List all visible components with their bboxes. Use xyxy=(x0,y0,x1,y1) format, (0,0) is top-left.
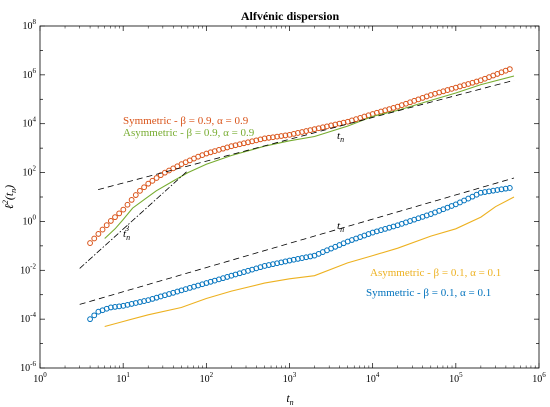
x-tick-label: 102 xyxy=(200,371,214,385)
data-point xyxy=(261,263,268,269)
data-point xyxy=(95,231,102,237)
data-point xyxy=(270,261,276,268)
data-point xyxy=(116,303,123,310)
y-ticks: 10-6 10-4 10-2 100 102 104 106 108 xyxy=(20,18,539,374)
data-point xyxy=(498,186,505,193)
reference-line-5 xyxy=(79,177,515,305)
data-point xyxy=(149,177,156,184)
data-point xyxy=(87,240,93,246)
data-point xyxy=(261,135,268,142)
data-point xyxy=(103,222,110,229)
data-point xyxy=(99,226,106,233)
data-point xyxy=(132,192,139,198)
series-layer xyxy=(79,66,515,328)
y-tick-label: 106 xyxy=(23,67,37,81)
x-tick-label: 106 xyxy=(532,371,546,385)
data-point xyxy=(307,253,314,260)
label-slope-tn-lower: tn xyxy=(337,220,344,234)
data-point xyxy=(265,262,272,268)
x-axis-label: tn xyxy=(286,391,293,407)
label-slope-tn3: tn3 xyxy=(123,224,130,242)
data-point xyxy=(91,235,98,242)
label-symmetric-high: Symmetric - β = 0.9, α = 0.9 xyxy=(123,115,249,127)
data-point xyxy=(137,187,143,194)
data-point xyxy=(303,254,310,261)
y-tick-label: 10-4 xyxy=(20,311,36,325)
x-tick-label: 100 xyxy=(33,371,47,385)
x-tick-label: 104 xyxy=(366,371,380,385)
y-tick-label: 10-2 xyxy=(20,262,36,276)
data-point xyxy=(282,132,289,139)
data-point xyxy=(153,175,160,181)
data-point xyxy=(274,260,280,267)
data-point xyxy=(506,185,513,191)
label-symmetric-low: Symmetric - β = 0.1, α = 0.1 xyxy=(366,287,491,299)
y-tick-label: 100 xyxy=(23,213,37,227)
x-ticks: 100 101 102 103 104 105 106 xyxy=(33,26,546,385)
annotations: Symmetric - β = 0.9, α = 0.9 Asymmetric … xyxy=(123,115,501,299)
data-point xyxy=(290,256,297,263)
data-point xyxy=(490,187,497,194)
chart-title: Alfvénic dispersion xyxy=(241,9,340,23)
reference-line-4 xyxy=(97,79,515,190)
data-point xyxy=(506,66,513,73)
series-markers-0 xyxy=(87,66,513,246)
y-tick-label: 10-6 xyxy=(20,360,36,374)
data-point xyxy=(294,255,301,262)
y-tick-label: 108 xyxy=(23,18,37,32)
series-line-1 xyxy=(104,75,515,239)
data-point xyxy=(278,133,285,139)
data-point xyxy=(274,133,280,140)
label-slope-tn-upper: tn xyxy=(337,130,344,144)
y-axis-label: ℓ2(tn) xyxy=(1,185,18,209)
data-point xyxy=(141,184,147,191)
data-point xyxy=(278,259,285,266)
series-markers-3 xyxy=(87,185,513,323)
data-point xyxy=(116,210,123,217)
data-point xyxy=(286,257,293,264)
data-point xyxy=(87,316,93,323)
label-asymmetric-low: Asymmetric - β = 0.1, α = 0.1 xyxy=(370,267,501,279)
y-tick-label: 102 xyxy=(23,165,37,179)
data-point xyxy=(112,303,118,310)
data-point xyxy=(282,258,289,265)
data-point xyxy=(270,134,276,141)
data-point xyxy=(481,189,488,195)
series-line-2 xyxy=(104,196,515,328)
data-point xyxy=(477,189,484,196)
data-point xyxy=(486,188,492,195)
label-asymmetric-high: Asymmetric - β = 0.9, α = 0.9 xyxy=(123,127,255,139)
data-point xyxy=(124,201,131,208)
x-tick-label: 103 xyxy=(283,371,297,385)
data-point xyxy=(91,312,98,319)
data-point xyxy=(120,206,127,213)
data-point xyxy=(265,134,272,141)
data-point xyxy=(128,197,135,203)
x-tick-label: 101 xyxy=(116,371,130,385)
data-point xyxy=(494,187,501,193)
data-point xyxy=(145,180,152,187)
data-point xyxy=(299,255,305,261)
plot-area xyxy=(39,25,540,369)
data-point xyxy=(112,214,118,221)
data-point xyxy=(107,218,114,224)
data-point xyxy=(107,304,114,311)
y-tick-label: 104 xyxy=(23,116,37,130)
reference-line-6 xyxy=(79,170,189,269)
data-point xyxy=(502,185,509,192)
x-tick-label: 105 xyxy=(449,371,463,385)
